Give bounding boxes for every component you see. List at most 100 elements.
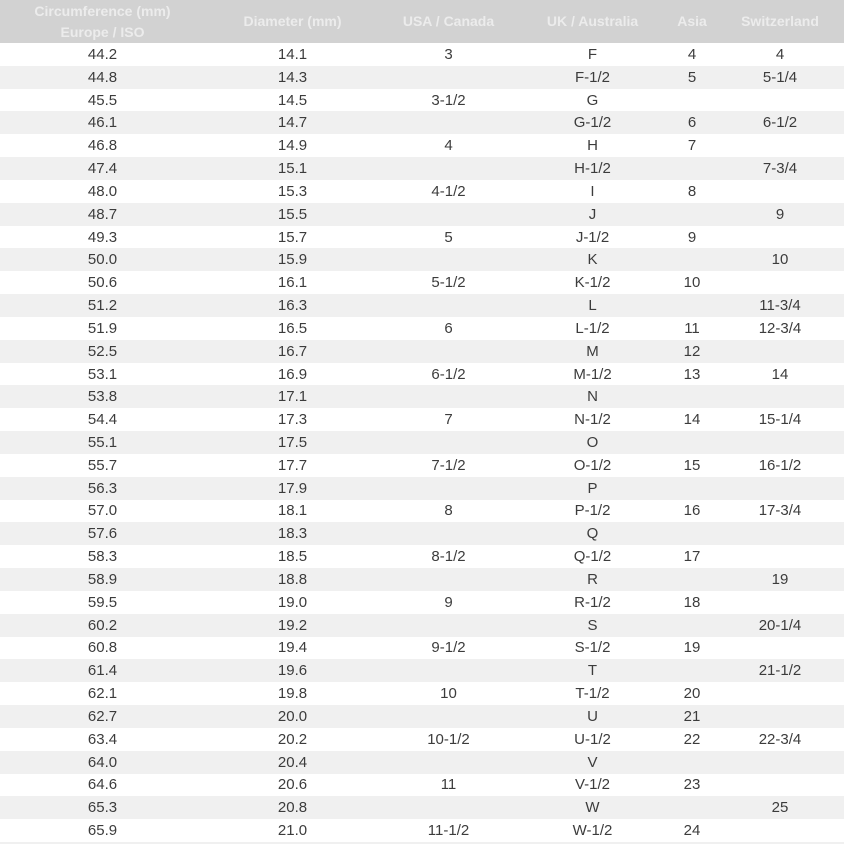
table-cell: 63.4 [87,730,118,748]
table-cell [380,568,517,591]
column-header-uk-australia: UK / Australia [517,0,668,43]
table-cell [716,477,844,500]
table-cell: 50.0 [87,251,118,269]
table-cell: N-1/2 [574,411,611,429]
table-cell: 8 [687,182,697,200]
table-cell: O [586,433,599,451]
table-cell: 4-1/2 [431,182,466,200]
table-cell: 20.4 [277,753,308,771]
table-row: 61.4 19.6 T 21-1/2 [0,659,844,683]
table-cell [716,751,844,774]
table-cell: 14.1 [277,45,308,63]
table-cell: J-1/2 [575,228,610,246]
table-cell [380,294,517,317]
header-row: Circumference (mm) Europe / ISO Diameter… [0,0,844,43]
table-cell: W-1/2 [572,822,613,840]
table-cell: 22-3/4 [758,730,802,748]
table-cell: H [587,137,598,155]
table-row: 55.1 17.5 O [0,431,844,454]
table-cell: 17.1 [277,388,308,406]
table-cell: 61.4 [87,662,118,680]
table-cell: 56.3 [87,479,118,497]
table-row: 62.7 20.0 U 21 [0,705,844,728]
table-row: 60.2 19.2 S 20-1/4 [0,613,844,637]
table-cell: T [587,662,598,680]
table-cell: 62.1 [87,685,118,703]
table-row: 57.6 18.3 Q [0,522,844,546]
table-row: 46.1 14.7 G-1/2 6 6-1/2 [0,111,844,135]
table-cell [380,111,517,134]
table-cell: 9 [687,228,697,246]
table-cell: H-1/2 [574,160,611,178]
table-cell: 49.3 [87,228,118,246]
table-cell: 14 [683,411,701,429]
table-cell: U [587,707,598,725]
table-row: 45.5 14.5 3-1/2 G [0,88,844,112]
table-cell: 11 [440,776,457,794]
table-cell: F [587,45,598,63]
table-cell: 58.9 [87,570,118,588]
table-cell: 18 [683,593,701,611]
table-cell: 8-1/2 [431,548,466,566]
table-cell [380,385,517,408]
column-header-diameter: Diameter (mm) [205,0,380,43]
table-cell: 6-1/2 [431,365,466,383]
table-cell: 19 [771,570,789,588]
table-cell: R-1/2 [574,593,611,611]
table-cell: 3-1/2 [431,91,466,109]
table-cell: 7-3/4 [762,160,798,178]
table-cell: 55.1 [87,433,118,451]
table-row: 54.4 17.3 7 N-1/2 14 15-1/4 [0,408,844,432]
table-cell [668,751,716,774]
table-cell [380,522,517,545]
table-cell: 60.2 [87,616,118,634]
table-cell: I [590,182,595,200]
table-cell: 65.9 [87,822,118,840]
table-cell: 7-1/2 [431,456,466,474]
table-cell [668,522,716,545]
column-header-usa-canada: USA / Canada [380,0,517,43]
table-row: 51.2 16.3 L 11-3/4 [0,294,844,317]
table-cell: 15-1/4 [758,411,802,429]
table-cell: 21 [683,707,701,725]
table-row: 48.0 15.3 4-1/2 I 8 [0,179,844,203]
table-cell: 10 [440,685,457,703]
table-cell: 14 [771,365,789,383]
table-row: 50.6 16.1 5-1/2 K-1/2 10 [0,271,844,295]
table-cell: 48.7 [87,205,118,223]
table-cell: 15.1 [277,160,308,178]
table-row: 46.8 14.9 4 H 7 [0,134,844,158]
table-cell: G-1/2 [573,114,612,132]
table-row: 48.7 15.5 J 9 [0,202,844,226]
table-cell: 19.6 [277,662,308,680]
table-cell: 55.7 [87,456,118,474]
table-cell [716,385,844,408]
table-cell: 44.8 [87,68,118,86]
table-cell: 7 [687,137,697,155]
table-cell [380,614,517,637]
table-cell: 5 [444,228,453,246]
table-cell: 21-1/2 [758,662,802,680]
table-cell: 18.5 [277,548,308,566]
table-cell: F-1/2 [574,68,610,86]
table-cell: 50.6 [87,274,118,292]
table-cell: 14.9 [277,137,308,155]
table-row: 65.9 21.0 11-1/2 W-1/2 24 [0,819,844,842]
table-cell: J [588,205,597,223]
table-cell [716,774,844,797]
table-cell [668,796,716,819]
table-cell: 17.3 [277,411,308,429]
table-cell: 6 [444,319,453,337]
table-cell: 52.5 [87,342,118,360]
table-row: 57.0 18.1 8 P-1/2 16 17-3/4 [0,499,844,523]
table-cell: 9 [775,205,785,223]
table-row: 63.4 20.2 10-1/2 U-1/2 22 22-3/4 [0,727,844,751]
table-cell: 18.8 [277,570,308,588]
table-cell: 9 [444,593,453,611]
table-cell: 20-1/4 [758,616,802,634]
table-row: 64.0 20.4 V [0,750,844,774]
table-row: 51.9 16.5 6 L-1/2 11 12-3/4 [0,316,844,340]
table-cell [668,294,716,317]
table-cell [380,157,517,180]
